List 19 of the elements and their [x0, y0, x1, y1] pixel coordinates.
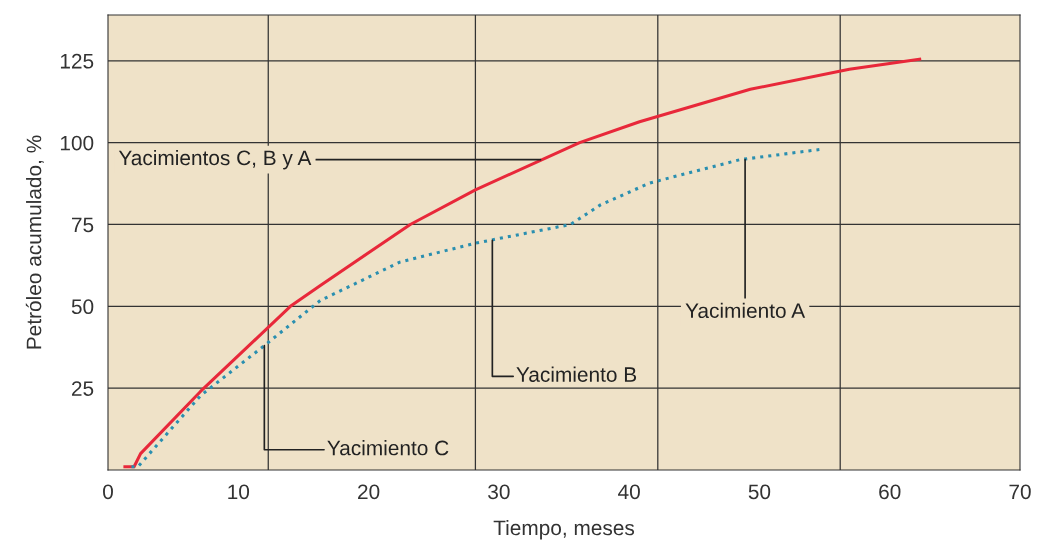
y-tick-label: 75 [72, 217, 94, 233]
y-axis-title: Petróleo acumulado, % [25, 135, 44, 349]
x-tick-label: 20 [358, 484, 380, 500]
x-tick-label: 40 [618, 484, 640, 500]
annotation: Yacimiento B [516, 366, 637, 382]
x-tick-label: 60 [879, 484, 901, 500]
annotation: Yacimientos C, B y A [118, 149, 312, 170]
x-tick-label: 30 [488, 484, 510, 500]
y-tick-label: 50 [71, 299, 94, 315]
x-tick-label: 70 [1009, 484, 1031, 500]
x-axis-title: Tiempo, meses [493, 519, 635, 540]
annotation: Yacimiento C [327, 440, 449, 456]
y-tick-label: 25 [71, 381, 94, 396]
annotation: Yacimiento A [685, 302, 806, 319]
x-tick-label: 0 [103, 484, 113, 500]
y-tick-label: 125 [60, 53, 94, 69]
x-tick-label: 50 [748, 484, 771, 500]
y-tick-label: 100 [60, 135, 94, 151]
x-tick-label: 10 [228, 484, 250, 500]
